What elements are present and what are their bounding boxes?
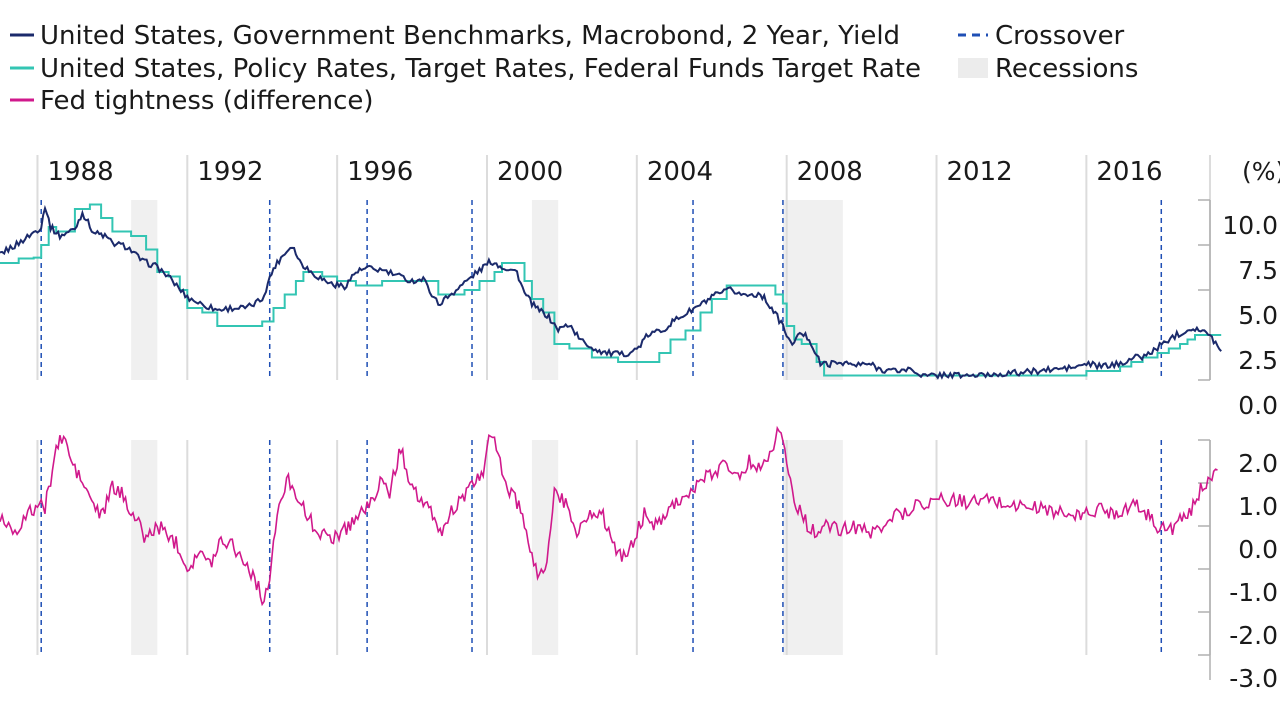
- series-line-fed-funds: [0, 203, 1222, 377]
- legend-label-crossover: Crossover: [995, 21, 1125, 51]
- plot-area: 1988 1992 1996 2000 2004 2008 2012 2016 (%) 0.0 2.…: [0, 155, 1280, 693]
- series-line-tightness: [0, 425, 1218, 607]
- year-label-1988: 1988: [47, 157, 113, 187]
- recession-band-bottom-1: [531, 440, 559, 655]
- legend-label-2y-yield: United States, Government Benchmarks, Ma…: [40, 21, 900, 51]
- recession-band-bottom-0: [131, 440, 158, 655]
- year-label-1992: 1992: [197, 157, 263, 187]
- y-tick-label-top-1: 2.5: [1238, 346, 1278, 375]
- year-label-2000: 2000: [497, 157, 563, 187]
- year-label-2012: 2012: [947, 157, 1013, 187]
- recession-band-bottom-2: [782, 440, 843, 655]
- y-tick-label-bottom-0: -3.0: [1229, 664, 1278, 693]
- legend: United States, Government Benchmarks, Ma…: [10, 21, 1138, 116]
- year-label-2016: 2016: [1096, 157, 1162, 187]
- legend-label-recessions: Recessions: [995, 54, 1138, 84]
- y-tick-label-bottom-2: -1.0: [1229, 578, 1278, 607]
- year-label-2008: 2008: [797, 157, 863, 187]
- y-tick-label-bottom-1: -2.0: [1229, 621, 1278, 650]
- recession-band-top-0: [131, 200, 158, 380]
- y-tick-label-top-2: 5.0: [1238, 301, 1278, 330]
- recession-band-top-2: [782, 200, 843, 380]
- year-label-2004: 2004: [647, 157, 713, 187]
- y-tick-label-top-3: 7.5: [1238, 256, 1278, 285]
- year-label-1996: 1996: [347, 157, 413, 187]
- y-tick-label-bottom-3: 0.0: [1238, 535, 1278, 564]
- legend-swatch-recessions: [958, 58, 988, 78]
- y-tick-label-bottom-5: 2.0: [1238, 449, 1278, 478]
- legend-label-fed-funds: United States, Policy Rates, Target Rate…: [40, 54, 921, 84]
- legend-label-tightness: Fed tightness (difference): [40, 86, 374, 116]
- series-line-2y-yield: [0, 204, 1222, 380]
- recession-band-top-1: [531, 200, 559, 380]
- y-tick-label-bottom-4: 1.0: [1238, 492, 1278, 521]
- y-unit-label: (%): [1242, 157, 1280, 186]
- y-tick-label-top-0: 0.0: [1238, 391, 1278, 420]
- y-tick-label-top-4: 10.0: [1222, 211, 1278, 240]
